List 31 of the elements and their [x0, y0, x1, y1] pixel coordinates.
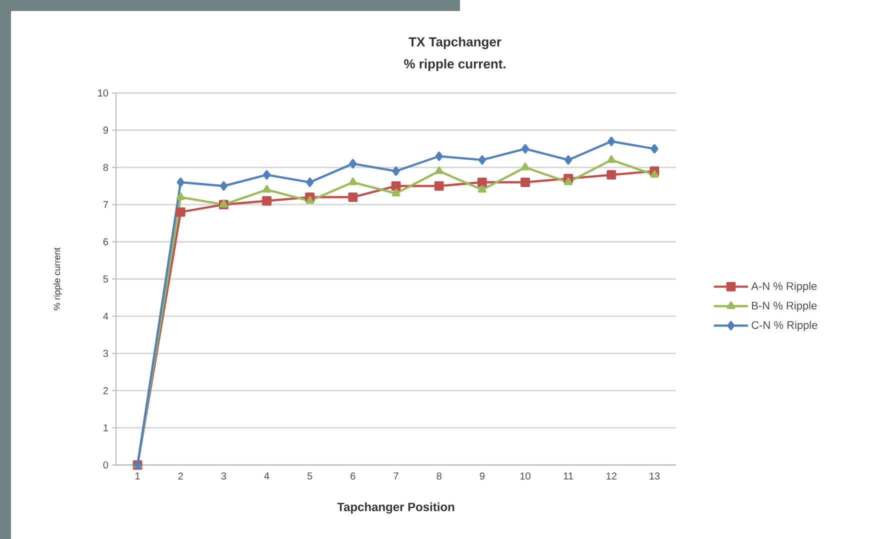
legend-label: B-N % Ripple	[752, 301, 817, 312]
y-tick-label: 5	[103, 276, 108, 282]
y-axis-title: % ripple current	[54, 248, 62, 310]
x-tick-label: 8	[436, 472, 442, 480]
y-tick-label: 7	[103, 201, 108, 208]
x-tick-label: 12	[606, 472, 616, 480]
x-tick-label: 9	[480, 472, 484, 480]
y-tick-label: 6	[103, 238, 108, 246]
x-tick-label: 2	[178, 472, 183, 480]
y-tick-label: 10	[98, 89, 108, 97]
x-tick-label: 5	[307, 472, 312, 480]
chart-title: TX Tapchanger	[408, 36, 502, 50]
y-tick-label: 8	[103, 164, 108, 171]
x-axis-title: Tapchanger Position	[337, 502, 454, 514]
y-tick-label: 9	[103, 126, 108, 134]
y-tick-label: 2	[103, 387, 108, 394]
x-tick-label: 1	[136, 472, 140, 480]
x-tick-label: 4	[264, 472, 270, 480]
legend-label: C-N % Ripple	[752, 320, 818, 332]
y-tick-label: 4	[103, 312, 108, 320]
x-tick-label: 6	[350, 472, 356, 480]
chart-subtitle: % ripple current.	[404, 58, 506, 72]
x-tick-label: 13	[650, 472, 660, 480]
y-tick-label: 3	[103, 350, 108, 357]
x-tick-label: 10	[520, 472, 530, 480]
y-tick-label: 1	[104, 424, 108, 432]
x-tick-label: 11	[564, 472, 574, 480]
y-tick-label: 0	[103, 461, 108, 469]
x-tick-label: 7	[394, 472, 398, 480]
x-tick-label: 3	[221, 472, 226, 480]
legend-label: A-N % Ripple	[751, 282, 817, 292]
